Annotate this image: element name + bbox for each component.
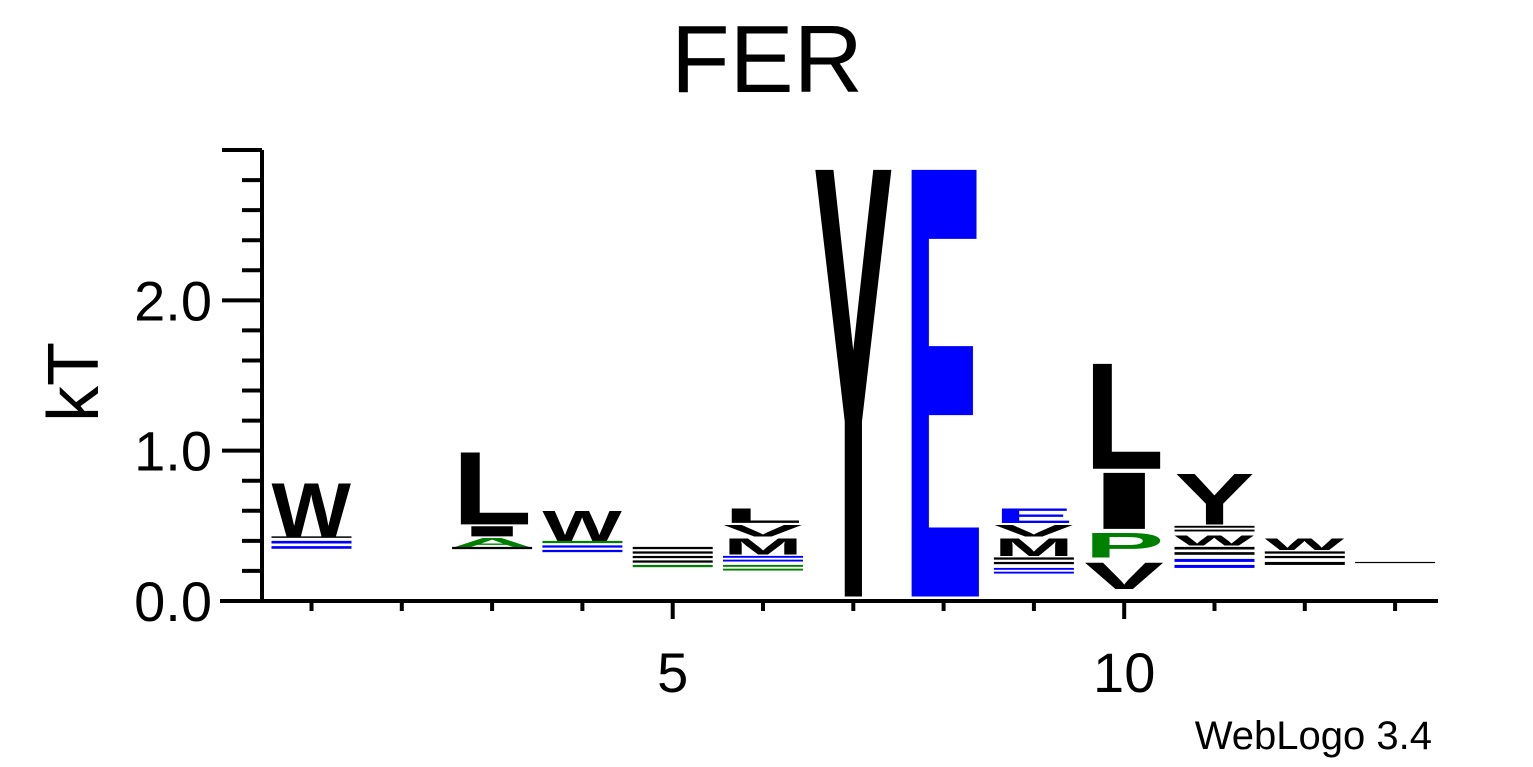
logo-letter-stripe	[1264, 561, 1345, 565]
logo-column	[1355, 561, 1436, 564]
logo-letter-stripe	[271, 536, 352, 538]
logo-letter-stripe	[1174, 552, 1255, 555]
logo-letter-v: V	[1084, 555, 1164, 597]
logo-letter-y: Y	[1175, 459, 1255, 541]
logo-letter-stripe	[271, 540, 352, 544]
logo-letter-stripe	[542, 540, 623, 544]
logo-letter-stripe	[1264, 551, 1345, 554]
logo-letter-stripe	[632, 560, 713, 563]
logo-letter-stripe	[993, 561, 1074, 565]
logo-letter-l: L	[723, 504, 803, 527]
logo-letter-a: A	[452, 536, 532, 550]
logo-column: W	[271, 468, 352, 554]
logo-letter-stripe	[993, 557, 1074, 560]
logo-column: W	[1264, 535, 1345, 565]
logo-letter-m: M	[994, 533, 1074, 561]
logo-letter-stripe	[632, 555, 713, 559]
logo-letter-stripe	[542, 549, 623, 553]
y-axis-label: kT	[34, 342, 114, 422]
logo-letter-stripe	[1264, 555, 1345, 559]
y-tick-label: 2.0	[134, 269, 212, 332]
logo-column: Y	[813, 36, 893, 729]
logo-letter-y: Y	[813, 36, 893, 729]
logo-letter-e: E	[994, 504, 1074, 527]
logo-letter-m: M	[723, 534, 803, 560]
logo-column: E	[904, 36, 984, 729]
x-axis: 5 10	[220, 599, 1438, 704]
logo-letter-stripe	[993, 571, 1074, 574]
logo-column: LVM	[723, 504, 803, 571]
logo-letter-stripe	[271, 546, 352, 549]
logo-letter-p: P	[1084, 525, 1164, 565]
logo-letter-stripe	[993, 567, 1074, 570]
logo-letter-w: W	[1265, 535, 1345, 554]
x-tick-label: 5	[657, 641, 688, 704]
logo-letter-stripe	[1174, 564, 1255, 568]
y-tick-label: 0.0	[134, 570, 212, 633]
logo-letter-stripe	[723, 559, 803, 562]
logo-letter-stripe	[1355, 561, 1436, 564]
logo-letter-stripe	[1174, 546, 1255, 550]
logo-letter-w: W	[542, 502, 622, 551]
logo-column: LIA	[452, 431, 533, 550]
y-axis: 0.0 1.0 2.0	[134, 148, 264, 633]
logo-letter-l: L	[452, 431, 532, 547]
logo-letter-stripe	[632, 564, 713, 568]
chart-title: FER	[671, 6, 863, 113]
logo-letter-v: V	[994, 521, 1074, 540]
logo-letter-i: I	[1084, 455, 1164, 546]
logo-column: W	[542, 502, 623, 553]
logo-column	[632, 546, 713, 568]
logo-letter-stripe	[723, 564, 803, 567]
logo-letter-stripe	[452, 546, 533, 550]
logo-column: YW	[1174, 459, 1255, 568]
logo-letter-stripe	[1174, 525, 1255, 528]
logo-letter-stripe	[542, 545, 623, 548]
logo-letter-i: I	[452, 523, 532, 539]
logo-column: EVM	[993, 504, 1074, 574]
logo-letter-stripe	[1174, 529, 1255, 532]
logo-letter-w: W	[272, 468, 352, 554]
logo-letter-w: W	[1175, 532, 1254, 548]
logo-letter-stripe	[723, 568, 803, 571]
logo-letter-e: E	[904, 36, 984, 729]
x-tick-label: 10	[1093, 641, 1155, 704]
logo-letter-stripe	[723, 555, 803, 558]
logo-letter-stripe	[1174, 558, 1255, 562]
logo-letter-l: L	[1084, 331, 1164, 502]
y-tick-label: 1.0	[134, 420, 212, 483]
logo-letter-stripe	[632, 546, 713, 550]
logo-letter-stripe	[632, 551, 713, 554]
credit-label: WebLogo 3.4	[1195, 714, 1432, 758]
logo-letter-v: V	[723, 521, 803, 540]
